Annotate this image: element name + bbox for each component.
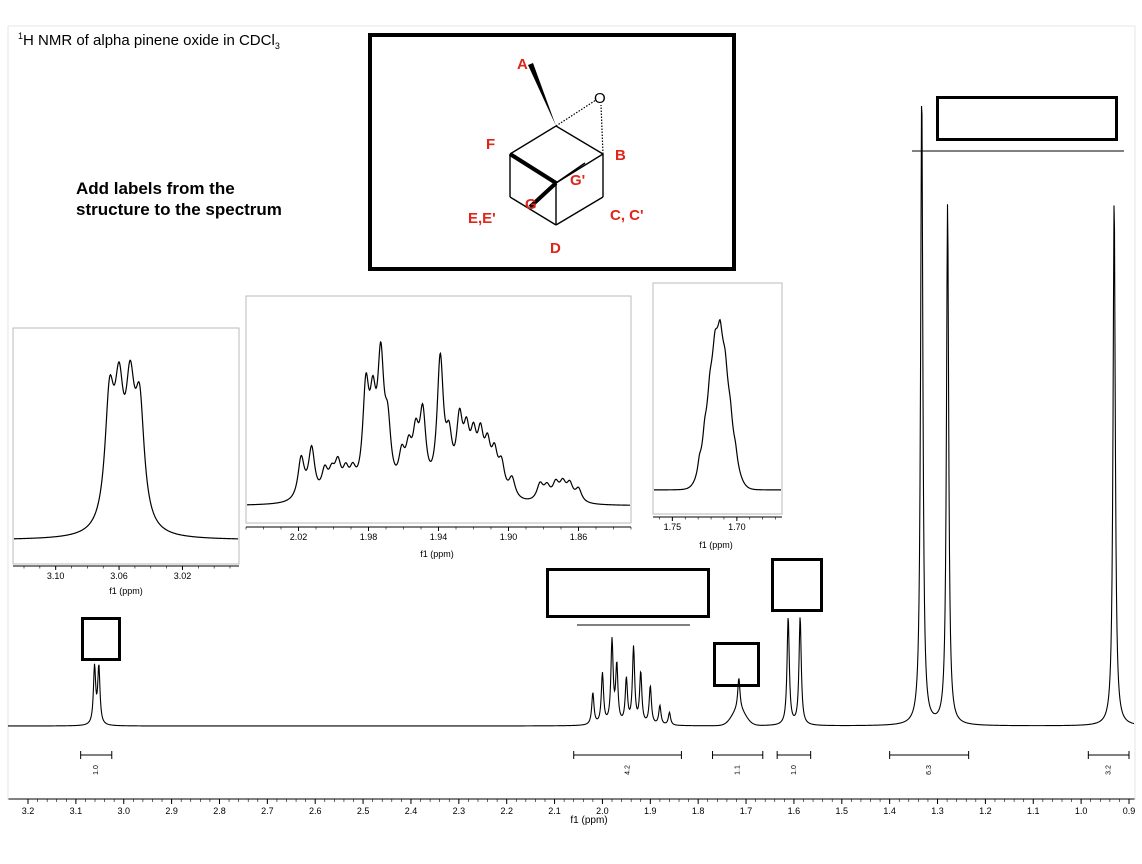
inset-tick-label: 1.86 bbox=[570, 532, 588, 542]
inset-1: 3.10 3.06 3.02 f1 (ppm) bbox=[12, 327, 240, 596]
title-superscript: 1 bbox=[18, 31, 24, 41]
title-text: H NMR of alpha pinene oxide in CDCl bbox=[23, 32, 275, 49]
label-F: F bbox=[486, 136, 496, 153]
main-tick-label: 1.1 bbox=[1027, 806, 1040, 816]
inset-1-frame bbox=[12, 327, 240, 565]
main-tick-label: 2.1 bbox=[548, 806, 561, 816]
bond-epoxide-1 bbox=[555, 99, 597, 127]
main-tick-label: 0.9 bbox=[1123, 806, 1136, 816]
bond-methyl-g1 bbox=[555, 162, 586, 184]
main-tick-label: 2.7 bbox=[261, 806, 274, 816]
main-tick-label: 1.5 bbox=[836, 806, 849, 816]
main-tick-label: 3.1 bbox=[70, 806, 83, 816]
main-tick-label: 1.6 bbox=[788, 806, 801, 816]
main-tick-label: 1.9 bbox=[644, 806, 657, 816]
label-EE: E,E' bbox=[468, 210, 496, 227]
inset-3-trace bbox=[654, 318, 781, 491]
main-tick-label: 2.3 bbox=[453, 806, 466, 816]
main-tick-label: 1.4 bbox=[883, 806, 896, 816]
main-tick-label: 1.8 bbox=[692, 806, 705, 816]
inset-1-x-label: f1 (ppm) bbox=[109, 586, 143, 596]
label-B: B bbox=[615, 147, 626, 164]
main-x-axis-label: f1 (ppm) bbox=[570, 815, 607, 826]
inset-3-x-label: f1 (ppm) bbox=[699, 540, 733, 550]
answer-box-epoxide-h[interactable] bbox=[81, 617, 121, 661]
bond-ring-1 bbox=[509, 125, 557, 155]
main-tick-label: 2.8 bbox=[213, 806, 226, 816]
main-tick-label: 3.0 bbox=[117, 806, 130, 816]
main-tick-label: 2.6 bbox=[309, 806, 322, 816]
bond-bridge-1 bbox=[508, 152, 558, 185]
main-tick-label: 1.2 bbox=[979, 806, 992, 816]
inset-2-frame bbox=[245, 295, 632, 524]
main-tick-label: 2.5 bbox=[357, 806, 370, 816]
answer-box-methyl-pair[interactable] bbox=[936, 96, 1118, 141]
main-tick-label: 1.0 bbox=[1075, 806, 1088, 816]
inset-2-ticks: 2.02 1.98 1.94 1.90 1.86 bbox=[245, 527, 632, 542]
page-title: 1H NMR of alpha pinene oxide in CDCl3 bbox=[18, 31, 280, 51]
integral-group: 1.0 4.2 1.1 1.0 6.3 3.2 bbox=[80, 751, 1130, 775]
label-A: A bbox=[517, 56, 528, 73]
inset-tick-label: 2.02 bbox=[290, 532, 308, 542]
inset-1-trace bbox=[13, 359, 239, 540]
inset-tick-label: 3.06 bbox=[110, 571, 128, 581]
answer-box-broad[interactable] bbox=[713, 642, 760, 687]
main-tick-label: 2.2 bbox=[500, 806, 513, 816]
label-D: D bbox=[550, 240, 561, 257]
main-tick-label: 1.7 bbox=[740, 806, 753, 816]
inset-2-trace bbox=[246, 341, 631, 506]
inset-3-frame bbox=[652, 282, 783, 515]
label-Gprime: G' bbox=[570, 172, 586, 189]
answer-box-multiplet[interactable] bbox=[546, 568, 710, 618]
integral-value: 4.2 bbox=[625, 765, 632, 775]
integral-value: 1.1 bbox=[735, 765, 742, 775]
inset-tick-label: 1.75 bbox=[664, 522, 682, 532]
bond-ring-6 bbox=[555, 125, 604, 155]
label-CC: C, C' bbox=[610, 207, 644, 224]
bond-ring-3 bbox=[509, 196, 557, 226]
inset-tick-label: 1.70 bbox=[728, 522, 746, 532]
inset-2: 2.02 1.98 1.94 1.90 1.86 f1 (ppm) bbox=[245, 295, 632, 559]
inset-1-ticks: 3.10 3.06 3.02 bbox=[23, 566, 231, 581]
integral-value: 6.3 bbox=[926, 765, 933, 775]
instruction-text: Add labels from the structure to the spe… bbox=[76, 179, 282, 219]
bond-ring-4 bbox=[555, 196, 604, 226]
bond-epoxide-2 bbox=[600, 104, 604, 155]
inset-tick-label: 3.10 bbox=[47, 571, 65, 581]
integral-value: 1.0 bbox=[791, 765, 798, 775]
label-G: G bbox=[525, 196, 537, 213]
inset-tick-label: 1.98 bbox=[360, 532, 378, 542]
inset-3-ticks: 1.75 1.70 bbox=[659, 517, 776, 532]
structure-drawing: O bbox=[508, 63, 606, 226]
inset-tick-label: 1.94 bbox=[430, 532, 448, 542]
main-spectrum-trace bbox=[8, 105, 1135, 727]
inset-2-x-label: f1 (ppm) bbox=[420, 549, 454, 559]
main-tick-label: 2.4 bbox=[405, 806, 418, 816]
inset-3: 1.75 1.70 f1 (ppm) bbox=[652, 282, 783, 550]
main-tick-label: 2.9 bbox=[165, 806, 178, 816]
answer-box-doublet[interactable] bbox=[771, 558, 823, 612]
structure-box: O A B F G' G E,E' C, C' D bbox=[368, 33, 736, 271]
integral-value: 3.2 bbox=[1106, 765, 1113, 775]
bond-methyl-g2 bbox=[528, 181, 558, 209]
title-subscript: 3 bbox=[274, 41, 280, 51]
main-tick-group: 3.2 3.1 3.0 2.9 2.8 2.7 2.6 2.5 2.4 2.3 2.2 2.1 2.0 1… bbox=[22, 799, 1136, 816]
main-tick-label: 1.3 bbox=[931, 806, 944, 816]
oxygen-atom: O bbox=[594, 90, 606, 107]
integral-value: 1.0 bbox=[93, 765, 100, 775]
main-tick-label: 3.2 bbox=[22, 806, 35, 816]
bond-methyl-a-wedge bbox=[528, 63, 556, 126]
inset-tick-label: 1.90 bbox=[500, 532, 518, 542]
inset-tick-label: 3.02 bbox=[174, 571, 192, 581]
main-tick-label: 2.0 bbox=[596, 806, 609, 816]
